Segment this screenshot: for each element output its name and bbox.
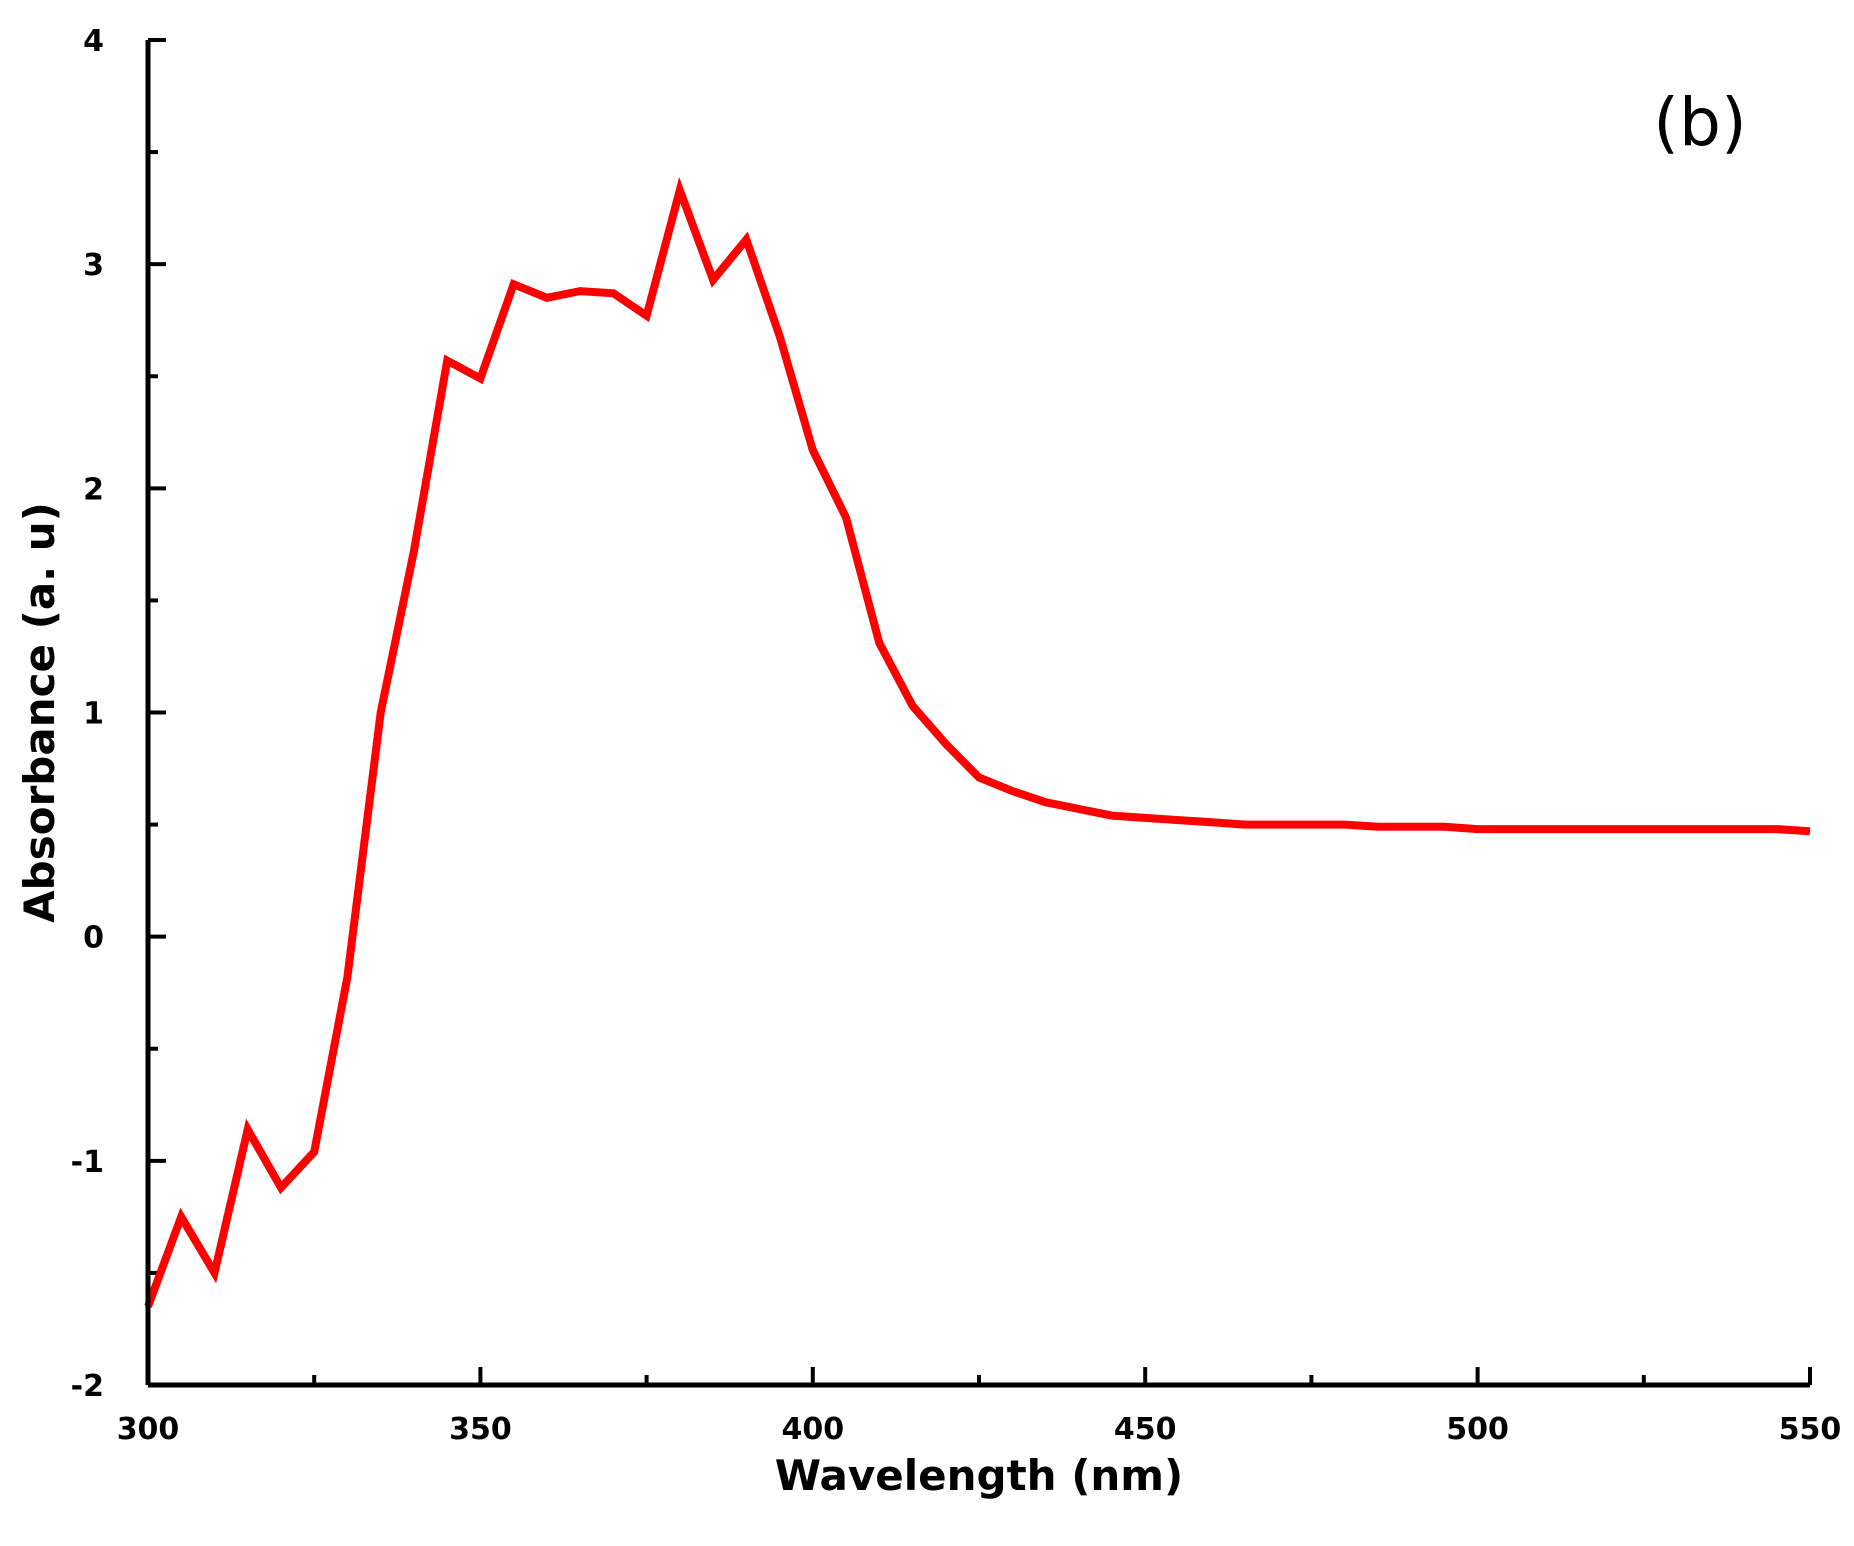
panel-label: (b) bbox=[1653, 84, 1746, 161]
major-ticks bbox=[146, 38, 1812, 1387]
y-tick-label: -1 bbox=[71, 1145, 104, 1180]
tick-labels: 300 350 400 450 500 550 -2 -1 0 1 2 3 4 bbox=[71, 24, 1842, 1447]
x-axis-title: Wavelength (nm) bbox=[775, 1451, 1184, 1500]
y-tick-label: 3 bbox=[83, 248, 104, 283]
y-axis-title: Absorbance (a. u) bbox=[15, 502, 64, 923]
x-tick-label: 450 bbox=[1114, 1412, 1177, 1447]
y-tick-label: 4 bbox=[83, 24, 104, 59]
y-tick-label: -2 bbox=[71, 1369, 104, 1404]
x-tick-label: 500 bbox=[1446, 1412, 1509, 1447]
x-tick-label: 550 bbox=[1779, 1412, 1842, 1447]
x-tick-label: 350 bbox=[449, 1412, 512, 1447]
series-line bbox=[144, 176, 1811, 1308]
y-tick-label: 2 bbox=[83, 472, 104, 507]
y-tick-label: 1 bbox=[83, 697, 104, 732]
x-tick-label: 300 bbox=[117, 1412, 180, 1447]
series-layer bbox=[144, 176, 1811, 1308]
y-tick-label: 0 bbox=[83, 921, 104, 956]
x-tick-label: 400 bbox=[781, 1412, 844, 1447]
